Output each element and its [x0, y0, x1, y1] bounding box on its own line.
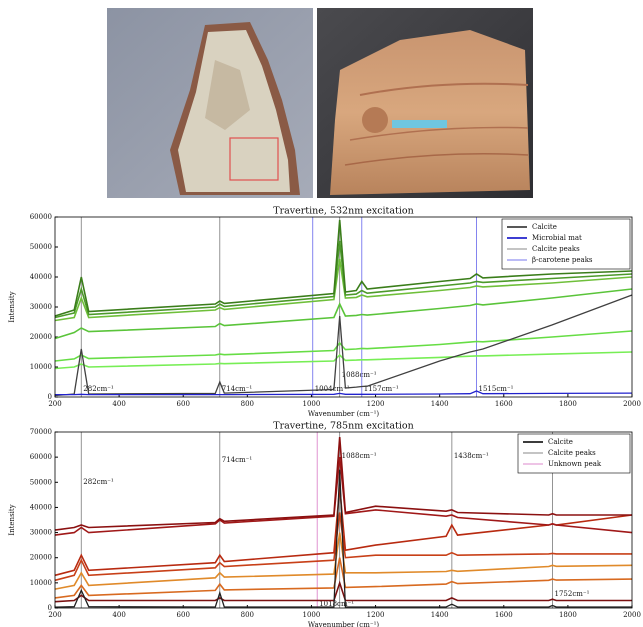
x-tick-label: 200 [48, 400, 61, 408]
photo-left [107, 8, 313, 198]
y-tick-label: 40000 [30, 273, 52, 281]
x-tick-label: 1600 [495, 400, 513, 408]
peak-label: 714cm⁻¹ [222, 456, 253, 464]
y-tick-label: 30000 [30, 303, 52, 311]
y-tick-label: 10000 [30, 363, 52, 371]
x-tick-label: 1800 [559, 400, 577, 408]
chart: Travertine, 785nm excitation 200 400 600 800… [8, 421, 641, 627]
legend-label: Calcite [532, 223, 557, 231]
x-tick-label: 200 [48, 611, 61, 619]
legend-label: Calcite peaks [532, 245, 580, 253]
peak-label: 282cm⁻¹ [83, 478, 114, 486]
x-tick-label: 2000 [623, 400, 641, 408]
legend-label: Calcite [548, 438, 573, 446]
y-tick-label: 0 [48, 393, 52, 401]
x-tick-label: 2000 [623, 611, 641, 619]
x-tick-label: 1400 [431, 400, 449, 408]
photo-right [317, 8, 533, 198]
x-tick-label: 1200 [367, 400, 385, 408]
legend-label: Microbial mat [532, 234, 582, 242]
y-tick-label: 40000 [30, 503, 52, 511]
x-tick-label: 1000 [303, 400, 321, 408]
chart-title: Travertine, 785nm excitation [273, 421, 414, 432]
y-tick-label: 30000 [30, 529, 52, 537]
y-tick-label: 60000 [30, 213, 52, 221]
y-tick-label: 70000 [30, 428, 52, 436]
y-tick-label: 20000 [30, 333, 52, 341]
y-tick-label: 60000 [30, 453, 52, 461]
legend-label: β-carotene peaks [532, 256, 593, 264]
peak-label: 1752cm⁻¹ [555, 590, 590, 598]
peak-label: 1515cm⁻¹ [479, 385, 514, 393]
x-axis-label: Wavenumber (cm⁻¹) [308, 621, 379, 627]
legend-label: Calcite peaks [548, 449, 596, 457]
x-tick-label: 400 [112, 611, 125, 619]
y-tick-label: 50000 [30, 478, 52, 486]
x-tick-label: 800 [241, 400, 254, 408]
legend-label: Unknown peak [548, 460, 602, 468]
x-tick-label: 1000 [303, 611, 321, 619]
y-tick-label: 50000 [30, 243, 52, 251]
figure: Travertine, 532nm excitation 200 400 600 800… [0, 0, 643, 627]
x-tick-label: 1200 [367, 611, 385, 619]
x-tick-label: 1400 [431, 611, 449, 619]
x-tick-label: 400 [112, 400, 125, 408]
x-tick-label: 1600 [495, 611, 513, 619]
y-axis-label: Intensity [8, 291, 16, 322]
y-tick-label: 20000 [30, 554, 52, 562]
chart-title: Travertine, 532nm excitation [273, 206, 414, 217]
chart: Travertine, 532nm excitation 200 400 600 800… [8, 206, 641, 419]
y-axis-label: Intensity [8, 504, 16, 535]
y-tick-label: 0 [48, 604, 52, 612]
peak-label: 1438cm⁻¹ [454, 452, 489, 460]
figure-canvas: Travertine, 532nm excitation 200 400 600 800… [0, 0, 643, 627]
x-tick-label: 600 [177, 400, 190, 408]
x-tick-label: 1800 [559, 611, 577, 619]
x-axis-label: Wavenumber (cm⁻¹) [308, 410, 379, 418]
y-tick-label: 10000 [30, 579, 52, 587]
peak-label: 1088cm⁻¹ [342, 452, 377, 460]
x-tick-label: 800 [241, 611, 254, 619]
peak-label: 1088cm⁻¹ [342, 371, 377, 379]
x-tick-label: 600 [177, 611, 190, 619]
